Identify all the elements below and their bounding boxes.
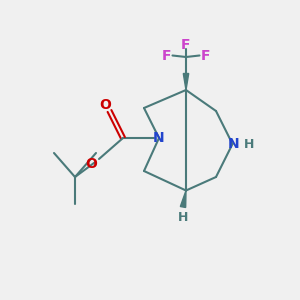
Text: F: F [201, 49, 210, 62]
Text: N: N [228, 137, 240, 151]
Polygon shape [180, 190, 186, 208]
Polygon shape [183, 74, 189, 90]
Text: F: F [181, 38, 191, 52]
Text: H: H [244, 137, 254, 151]
Text: O: O [99, 98, 111, 112]
Text: H: H [178, 211, 188, 224]
Text: O: O [85, 157, 98, 170]
Text: N: N [153, 131, 165, 145]
Text: F: F [162, 49, 171, 62]
